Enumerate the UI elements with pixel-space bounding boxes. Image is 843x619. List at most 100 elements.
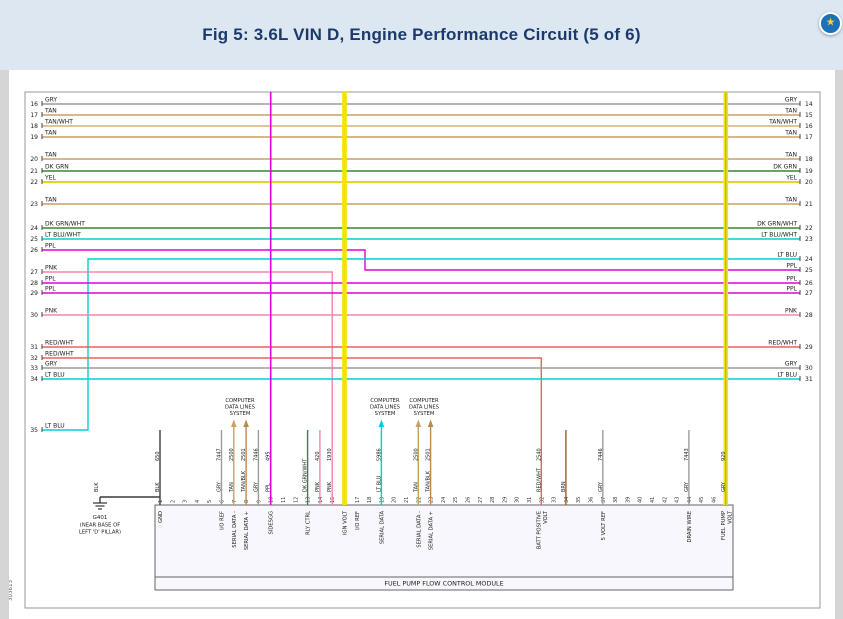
module-pin-number: 5 — [207, 500, 213, 503]
page-edge-left — [0, 70, 9, 619]
circuit-number: 2500 — [229, 448, 235, 461]
module-pin-number: 9 — [256, 500, 262, 503]
pin-function-label: FUEL PUMP — [721, 511, 727, 540]
right-pin-number: 31 — [805, 376, 813, 383]
computer-data-lines-label: DATA LINES — [225, 405, 255, 411]
left-pin-label: YEL — [44, 175, 56, 182]
module-pin-number: 7 — [232, 500, 238, 503]
right-pin-number: 25 — [805, 267, 813, 274]
arrow-up-icon — [415, 419, 422, 427]
right-pin-label: TAN — [784, 130, 797, 137]
left-pin-number: 18 — [30, 123, 38, 130]
wire-color-label: GRY — [721, 481, 727, 492]
left-pin-label: TAN — [44, 197, 57, 204]
ground-location: LEFT 'D' PILLAR) — [79, 530, 121, 536]
left-pin-label: TAN — [44, 152, 57, 159]
left-pin-number: 20 — [30, 156, 38, 163]
pin-function-label: RLY CTRL — [306, 511, 312, 535]
left-pin-label: LT BLU — [45, 423, 65, 430]
left-pin-label: GRY — [45, 361, 57, 368]
circuit-number: 495 — [266, 451, 272, 461]
module-pin-number: 12 — [293, 497, 299, 503]
wire-color-label: PNK — [327, 481, 333, 492]
wire-color-label: LT BLU — [376, 475, 382, 492]
arrow-up-icon — [231, 419, 237, 427]
module-pin-number: 20 — [392, 497, 398, 503]
pin-function-label: SERIAL DATA + — [244, 511, 250, 550]
left-pin-number: 19 — [30, 134, 38, 141]
left-pin-number: 29 — [30, 290, 38, 297]
module-pin-number: 6 — [220, 500, 226, 503]
favorite-star-button[interactable]: ★ — [819, 12, 842, 35]
module-pin-number: 35 — [576, 497, 582, 503]
left-pin-number: 33 — [30, 365, 38, 372]
wire-color-label: TAN — [229, 482, 235, 493]
circuit-number: 7443 — [684, 448, 690, 461]
module-pin-number: 30 — [515, 497, 521, 503]
arrow-up-icon — [243, 419, 249, 427]
wire-color-label: PNK — [315, 481, 321, 492]
right-pin-number: 14 — [805, 101, 813, 108]
wire-color-label: BRN — [561, 481, 567, 492]
right-pin-label: PPL — [786, 263, 797, 270]
right-pin-label: YEL — [785, 175, 797, 182]
module-pin-number: 25 — [453, 497, 459, 503]
module-pin-number: 26 — [466, 497, 472, 503]
computer-data-lines-label: DATA LINES — [409, 405, 439, 411]
right-pin-number: 16 — [805, 123, 813, 130]
right-pin-number: 22 — [805, 225, 813, 232]
circuit-number: 7446 — [598, 448, 604, 461]
module-pin-number: 44 — [687, 497, 693, 503]
sheet-id: 303613 — [8, 580, 14, 601]
right-pin-number: 26 — [805, 280, 813, 287]
pin-function-label: SERIAL DATA + — [429, 511, 435, 550]
wire-color-label: BLK — [155, 482, 161, 492]
pin-function-label: SERIAL DATA - — [232, 511, 238, 548]
right-pin-number: 27 — [805, 290, 813, 297]
arrow-up-icon — [427, 419, 434, 427]
left-pin-number: 22 — [30, 179, 38, 186]
right-pin-number: 18 — [805, 156, 813, 163]
module-pin-number: 42 — [662, 497, 668, 503]
left-pin-label: PPL — [45, 286, 56, 293]
left-pin-number: 30 — [30, 312, 38, 319]
page-title: Fig 5: 3.6L VIN D, Engine Performance Ci… — [202, 25, 641, 44]
page-edge-right — [835, 70, 843, 619]
left-pin-label: GRY — [45, 97, 57, 104]
left-pin-label: TAN/WHT — [44, 119, 73, 126]
module-pin-number: 40 — [638, 497, 644, 503]
pin-function-label: IGN VOLT — [343, 510, 349, 535]
wire-color-label: GRY — [253, 481, 259, 492]
circuit-number: 650 — [155, 451, 161, 461]
right-pin-label: TAN — [784, 108, 797, 115]
right-pin-number: 19 — [805, 168, 813, 175]
right-pin-label: RED/WHT — [768, 340, 797, 347]
left-pin-label: PNK — [45, 265, 58, 272]
circuit-number: 2540 — [536, 448, 542, 461]
computer-data-lines-label: DATA LINES — [370, 405, 400, 411]
left-pin-label: RED/WHT — [45, 340, 74, 347]
module-pin-number: 17 — [355, 497, 361, 503]
circuit-number: 2500 — [413, 448, 419, 461]
star-icon: ★ — [825, 16, 836, 29]
wire-color-label: TAN — [413, 482, 419, 493]
pin-function-label: BATT POSITIVE — [536, 511, 542, 549]
wire-color-label: TAN/BLK — [241, 470, 247, 493]
module-pin-number: 28 — [490, 497, 496, 503]
computer-data-lines-label: COMPUTER — [370, 398, 400, 404]
computer-data-lines-label: COMPUTER — [409, 398, 439, 404]
right-pin-label: DK GRN/WHT — [757, 221, 797, 228]
right-pin-label: PPL — [786, 276, 797, 283]
left-pin-number: 23 — [30, 201, 38, 208]
right-pin-label: DK GRN — [773, 164, 797, 171]
left-pin-number: 27 — [30, 269, 38, 276]
module-pin-number: 39 — [625, 497, 631, 503]
left-pin-label: TAN — [44, 108, 57, 115]
right-pin-number: 23 — [805, 236, 813, 243]
right-pin-label: LT BLU — [777, 252, 797, 259]
wire-color-label: RED/WHT — [536, 467, 542, 492]
left-pin-label: RED/WHT — [45, 351, 74, 358]
pin-function-label: VOLT — [543, 510, 549, 524]
right-pin-number: 15 — [805, 112, 813, 119]
pin-function-label: DRAIN WIRE — [687, 511, 693, 543]
